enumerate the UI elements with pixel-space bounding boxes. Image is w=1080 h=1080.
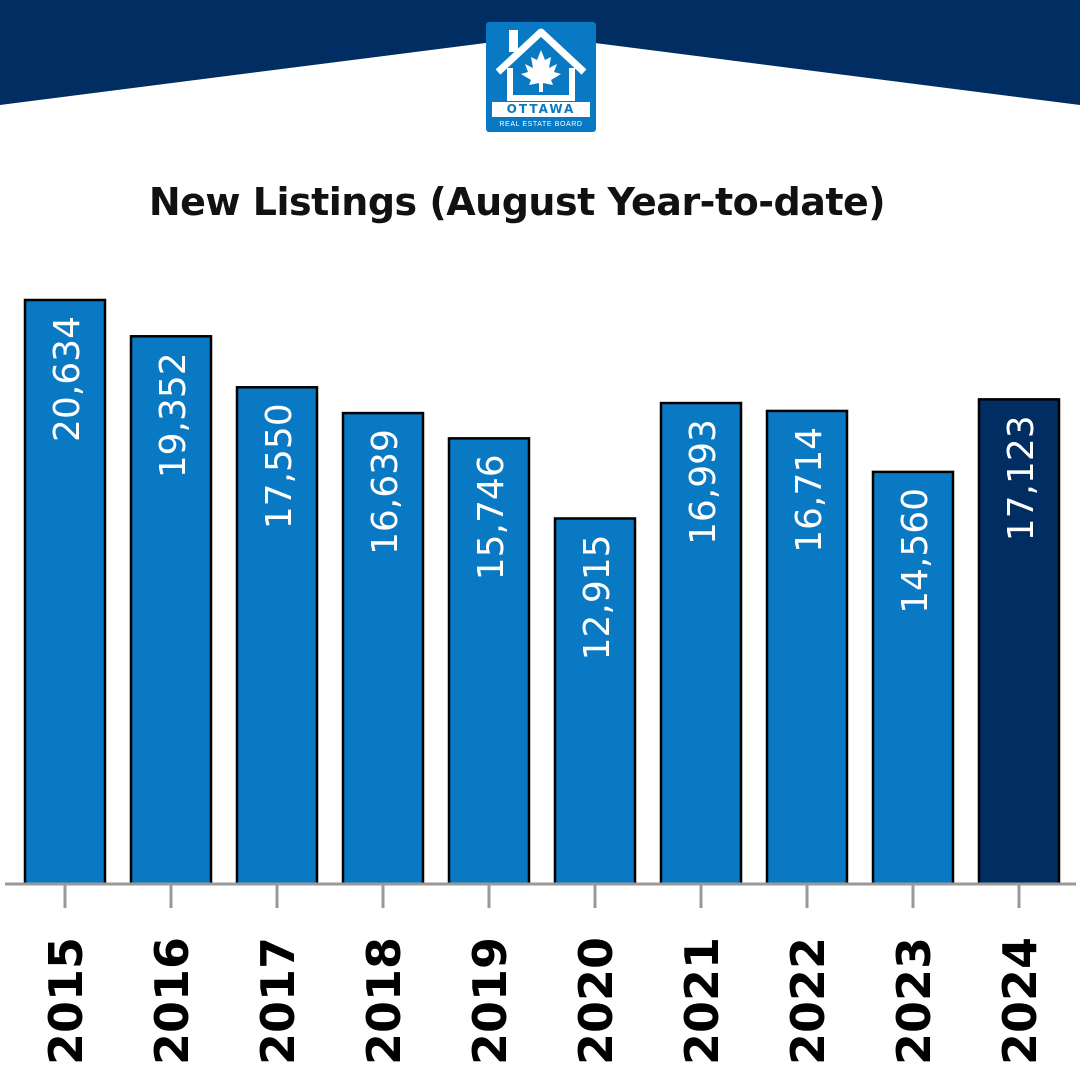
bar-2019 (447, 437, 531, 886)
bar-2017 (235, 386, 319, 886)
bar-2015 (23, 298, 107, 886)
house-maple-leaf-icon (495, 28, 587, 101)
bar-value-label-2019: 15,746 (471, 454, 512, 580)
bar-value-label-2015: 20,634 (47, 316, 88, 442)
chart-title: New Listings (August Year-to-date) (148, 180, 886, 224)
x-tick-label-2015: 2015 (39, 937, 93, 1065)
bar-2022 (765, 409, 849, 886)
bar-value-label-2023: 14,560 (895, 488, 936, 614)
logo-subline: REAL ESTATE BOARD (499, 121, 583, 128)
bar-2018 (341, 411, 425, 886)
bar-value-label-2018: 16,639 (365, 429, 406, 555)
bar-2020 (553, 517, 637, 886)
logo-wordmark: OTTAWA (492, 102, 590, 117)
bar-value-label-2020: 12,915 (577, 534, 618, 660)
bar-value-label-2024: 17,123 (1001, 415, 1042, 541)
x-tick-label-2021: 2021 (675, 937, 729, 1065)
x-tick-label-2022: 2022 (781, 937, 835, 1065)
x-tick-label-2017: 2017 (251, 937, 305, 1065)
bar-value-label-2016: 19,352 (153, 352, 194, 478)
x-tick-label-2018: 2018 (357, 937, 411, 1065)
x-tick-label-2020: 2020 (569, 937, 623, 1065)
x-tick-label-2016: 2016 (145, 937, 199, 1065)
x-tick-label-2024: 2024 (993, 937, 1047, 1065)
x-axis-tick-labels: 2015 2016 2017 2018 2019 2020 2021 2022 2023 2024 (39, 937, 1047, 1065)
ottawa-real-estate-board-logo: OTTAWA REAL ESTATE BOARD (486, 22, 596, 132)
bar-value-label-2022: 16,714 (789, 427, 830, 553)
bar-2021 (659, 401, 743, 886)
bar-2023 (871, 470, 955, 886)
bars-group: 20,634 19,352 17,550 16,639 15,746 12,915 16,9… (23, 298, 1061, 886)
x-tick-label-2023: 2023 (887, 937, 941, 1065)
bar-value-label-2017: 17,550 (259, 403, 300, 529)
bar-2024 (977, 398, 1061, 886)
bar-value-label-2021: 16,993 (683, 419, 724, 545)
header-banner (0, 0, 1080, 105)
bar-2016 (129, 335, 213, 886)
x-tick-label-2019: 2019 (463, 937, 517, 1065)
x-axis-ticks (63, 884, 1021, 908)
